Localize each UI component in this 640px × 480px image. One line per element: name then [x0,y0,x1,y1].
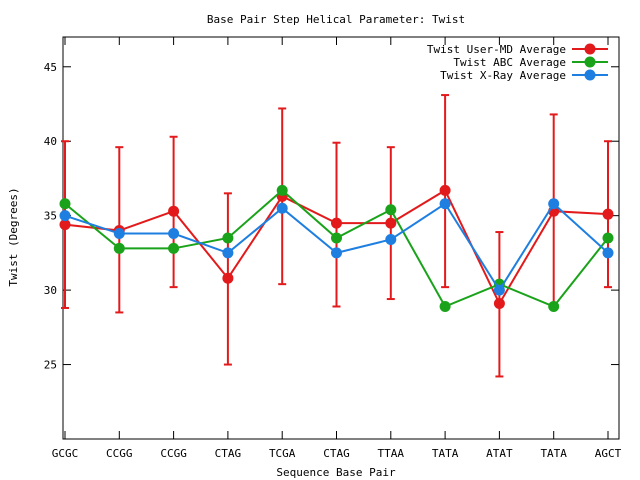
data-point [276,184,288,196]
x-tick-label: GCGC [52,447,79,460]
x-tick-label: ATAT [486,447,513,460]
data-point [113,242,125,254]
x-tick-label: CTAG [215,447,242,460]
y-axis-label: Twist (Degrees) [7,187,20,286]
y-tick-label: 35 [44,210,57,223]
data-point [113,228,125,240]
x-tick-label: TATA [432,447,459,460]
legend-label: Twist X-Ray Average [440,69,566,82]
data-point [331,232,342,244]
data-point [602,208,614,220]
data-point [168,205,180,217]
y-axis: 25 30 35 40 45 [44,61,619,372]
x-axis: GCGC CCGG CCGG CTAG TCGA CTAG TTAA TATA ATAT TATA… [52,37,622,460]
x-tick-label: AGCT [595,447,622,460]
x-tick-label: CCGG [106,447,133,460]
y-tick-label: 30 [44,284,57,297]
data-point [548,300,560,312]
y-tick-label: 40 [44,135,57,148]
data-point [602,232,614,244]
data-point [59,198,71,210]
x-tick-label: TTAA [378,447,405,460]
data-point [222,247,234,259]
data-point [493,284,505,296]
data-point [331,247,342,259]
data-point [439,184,451,196]
data-point [385,204,397,216]
chart-title: Base Pair Step Helical Parameter: Twist [207,13,465,26]
x-tick-label: CTAG [323,447,350,460]
data-point [439,198,451,210]
data-point [276,202,288,214]
y-tick-label: 45 [44,61,57,74]
data-point [168,228,180,240]
data-point [59,219,71,231]
data-point [331,217,342,229]
data-point [59,210,71,222]
data-point [385,217,397,229]
data-point [385,233,397,245]
data-point [222,232,234,244]
x-tick-label: TCGA [269,447,296,460]
x-axis-label: Sequence Base Pair [276,466,396,479]
data-point [548,198,560,210]
data-point [493,298,505,310]
legend-marker [584,69,596,81]
x-tick-label: TATA [540,447,567,460]
series-3 [59,198,614,296]
legend-marker [584,43,596,55]
data-point [168,242,180,254]
data-point [602,247,614,259]
legend-marker [584,56,596,68]
y-tick-label: 25 [44,359,57,372]
data-point [222,272,234,284]
legend-label: Twist User-MD Average [427,43,566,56]
plot-frame [62,36,620,440]
x-tick-label: CCGG [160,447,187,460]
legend-label: Twist ABC Average [453,56,566,69]
data-point [439,300,451,312]
series-layer [59,94,614,378]
